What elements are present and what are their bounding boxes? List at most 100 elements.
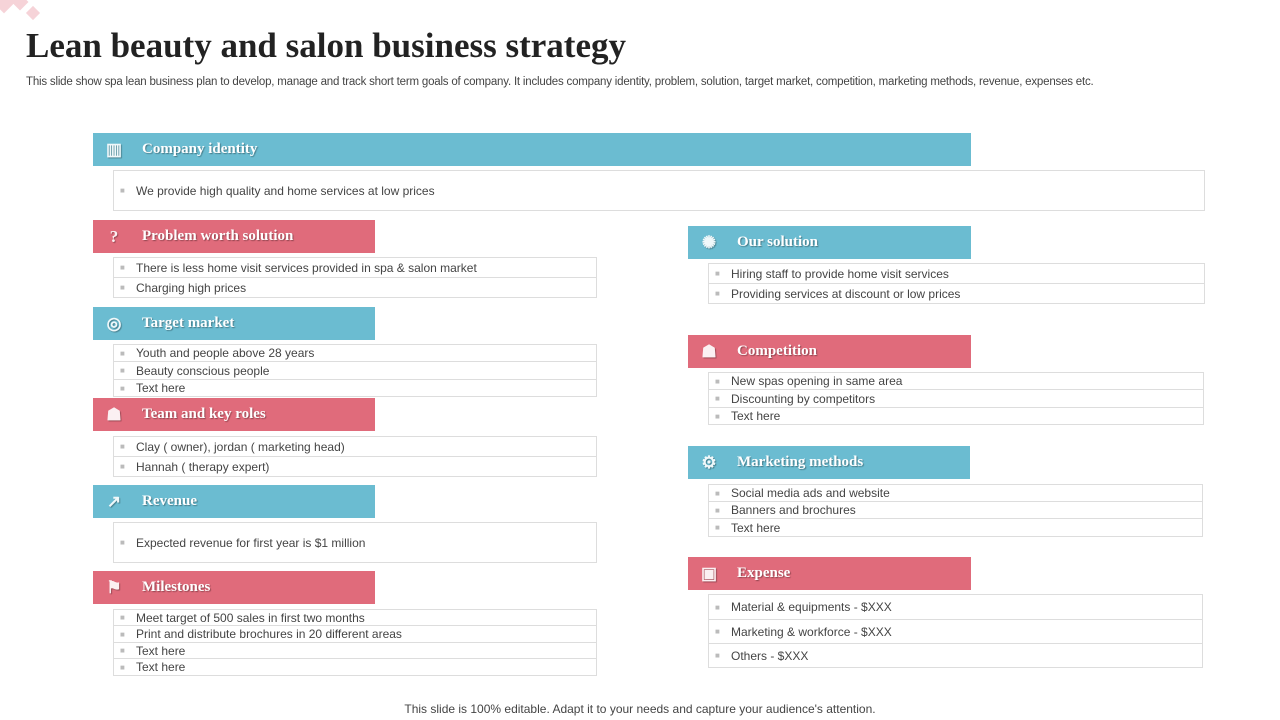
item-text: Discounting by competitors [731,391,876,406]
building-icon: ▥ [105,140,123,159]
bullet-icon: ■ [120,186,125,195]
section-header-expense: ▣ Expense [688,557,971,590]
lightbulb-question-icon: ? [109,227,119,246]
list-item: ■ Youth and people above 28 years [113,344,597,362]
item-text: Print and distribute brochures in 20 dif… [136,627,402,641]
list-item: ■ Text here [708,518,1203,537]
item-text: Youth and people above 28 years [136,346,315,360]
bullet-icon: ■ [120,629,125,639]
list-item: ■ Marketing & workforce - $XXX [708,619,1203,644]
corner-decoration [11,0,29,11]
bullet-icon: ■ [120,646,125,655]
item-text: There is less home visit services provid… [136,260,477,275]
section-title: Expense [737,565,791,581]
growth-chart-icon: ↗ [106,492,122,511]
bullet-icon: ■ [120,462,125,471]
item-text: Providing services at discount or low pr… [731,286,961,301]
item-text: We provide high quality and home service… [136,183,435,198]
mountain-flag-icon: ⚑ [106,578,122,597]
item-text: Beauty conscious people [136,363,270,378]
bullet-icon: ■ [120,442,125,451]
item-text: Hiring staff to provide home visit servi… [731,266,949,281]
item-text: New spas opening in same area [731,374,903,388]
list-item: ■ Clay ( owner), jordan ( marketing head) [113,436,597,457]
section-title: Milestones [142,579,211,595]
list-item: ■ Hiring staff to provide home visit serv… [708,263,1205,284]
section-header-marketing-methods: ⚙ Marketing methods [688,446,970,479]
bullet-icon: ■ [120,613,125,622]
page-subtitle: This slide show spa lean business plan t… [26,76,1094,88]
bullet-icon: ■ [715,289,720,298]
item-text: Hannah ( therapy expert) [136,459,270,474]
list-item: ■ Discounting by competitors [708,389,1204,408]
section-title: Marketing methods [737,454,864,470]
section-title: Revenue [142,493,197,509]
page-title: Lean beauty and salon business strategy [26,26,626,65]
competitors-icon: ☗ [701,342,717,361]
item-text: Material & equipments - $XXX [731,600,892,614]
bullet-icon: ■ [715,627,720,636]
bullet-icon: ■ [120,283,125,292]
item-text: Social media ads and website [731,486,890,500]
list-item: ■ Charging high prices [113,277,597,298]
idea-bulb-icon: ✺ [701,233,717,252]
list-item: ■ There is less home visit services provi… [113,257,597,278]
bullet-icon: ■ [120,538,125,547]
section-title: Company identity [142,141,258,157]
bullet-icon: ■ [715,376,720,386]
bullet-icon: ■ [120,263,125,272]
bullet-icon: ■ [715,394,720,403]
list-item: ■ Text here [708,407,1204,425]
section-header-revenue: ↗ Revenue [93,485,375,518]
list-item: ■ Print and distribute brochures in 20 di… [113,625,597,643]
list-item: ■ We provide high quality and home servic… [113,170,1205,211]
bullet-icon: ■ [715,523,720,532]
list-item: ■ Beauty conscious people [113,361,597,380]
bullet-icon: ■ [120,348,125,358]
section-header-competition: ☗ Competition [688,335,971,368]
list-item: ■ Others - $XXX [708,643,1203,668]
item-text: Meet target of 500 sales in first two mo… [136,610,365,625]
section-header-our-solution: ✺ Our solution [688,226,971,259]
corner-decoration [25,5,41,21]
bullet-icon: ■ [120,662,125,672]
footer-note: This slide is 100% editable. Adapt it to… [404,702,876,716]
list-item: ■ Text here [113,379,597,397]
item-text: Banners and brochures [731,503,856,517]
bullet-icon: ■ [120,383,125,393]
network-gear-icon: ⚙ [701,453,717,472]
bullet-icon: ■ [715,602,720,612]
section-header-milestones: ⚑ Milestones [93,571,375,604]
bullet-icon: ■ [715,411,720,421]
item-text: Marketing & workforce - $XXX [731,624,892,639]
list-item: ■ Social media ads and website [708,484,1203,502]
item-text: Others - $XXX [731,648,809,663]
item-text: Expected revenue for first year is $1 mi… [136,535,366,550]
item-text: Text here [731,409,781,423]
section-title: Team and key roles [142,406,266,422]
bullet-icon: ■ [715,488,720,498]
list-item: ■ Material & equipments - $XXX [708,594,1203,620]
list-item: ■ Meet target of 500 sales in first two m… [113,609,597,626]
list-item: ■ Text here [113,658,597,676]
bullet-icon: ■ [715,269,720,278]
section-title: Our solution [737,234,818,250]
item-text: Text here [731,520,781,535]
section-header-problem-worth-solution: ? Problem worth solution [93,220,375,253]
list-item: ■ Expected revenue for first year is $1 m… [113,522,597,563]
bullet-icon: ■ [715,651,720,660]
section-title: Target market [142,315,235,331]
section-title: Competition [737,343,817,359]
list-item: ■ Providing services at discount or low p… [708,283,1205,304]
item-text: Text here [136,660,186,674]
item-text: Clay ( owner), jordan ( marketing head) [136,439,345,454]
bullet-icon: ■ [120,366,125,375]
section-title: Problem worth solution [142,228,294,244]
item-text: Text here [136,381,186,395]
item-text: Charging high prices [136,280,247,295]
target-icon: ◎ [106,314,122,333]
section-header-target-market: ◎ Target market [93,307,375,340]
section-header-company-identity: ▥ Company identity [93,133,971,166]
team-icon: ☗ [106,405,122,424]
list-item: ■ New spas opening in same area [708,372,1204,390]
